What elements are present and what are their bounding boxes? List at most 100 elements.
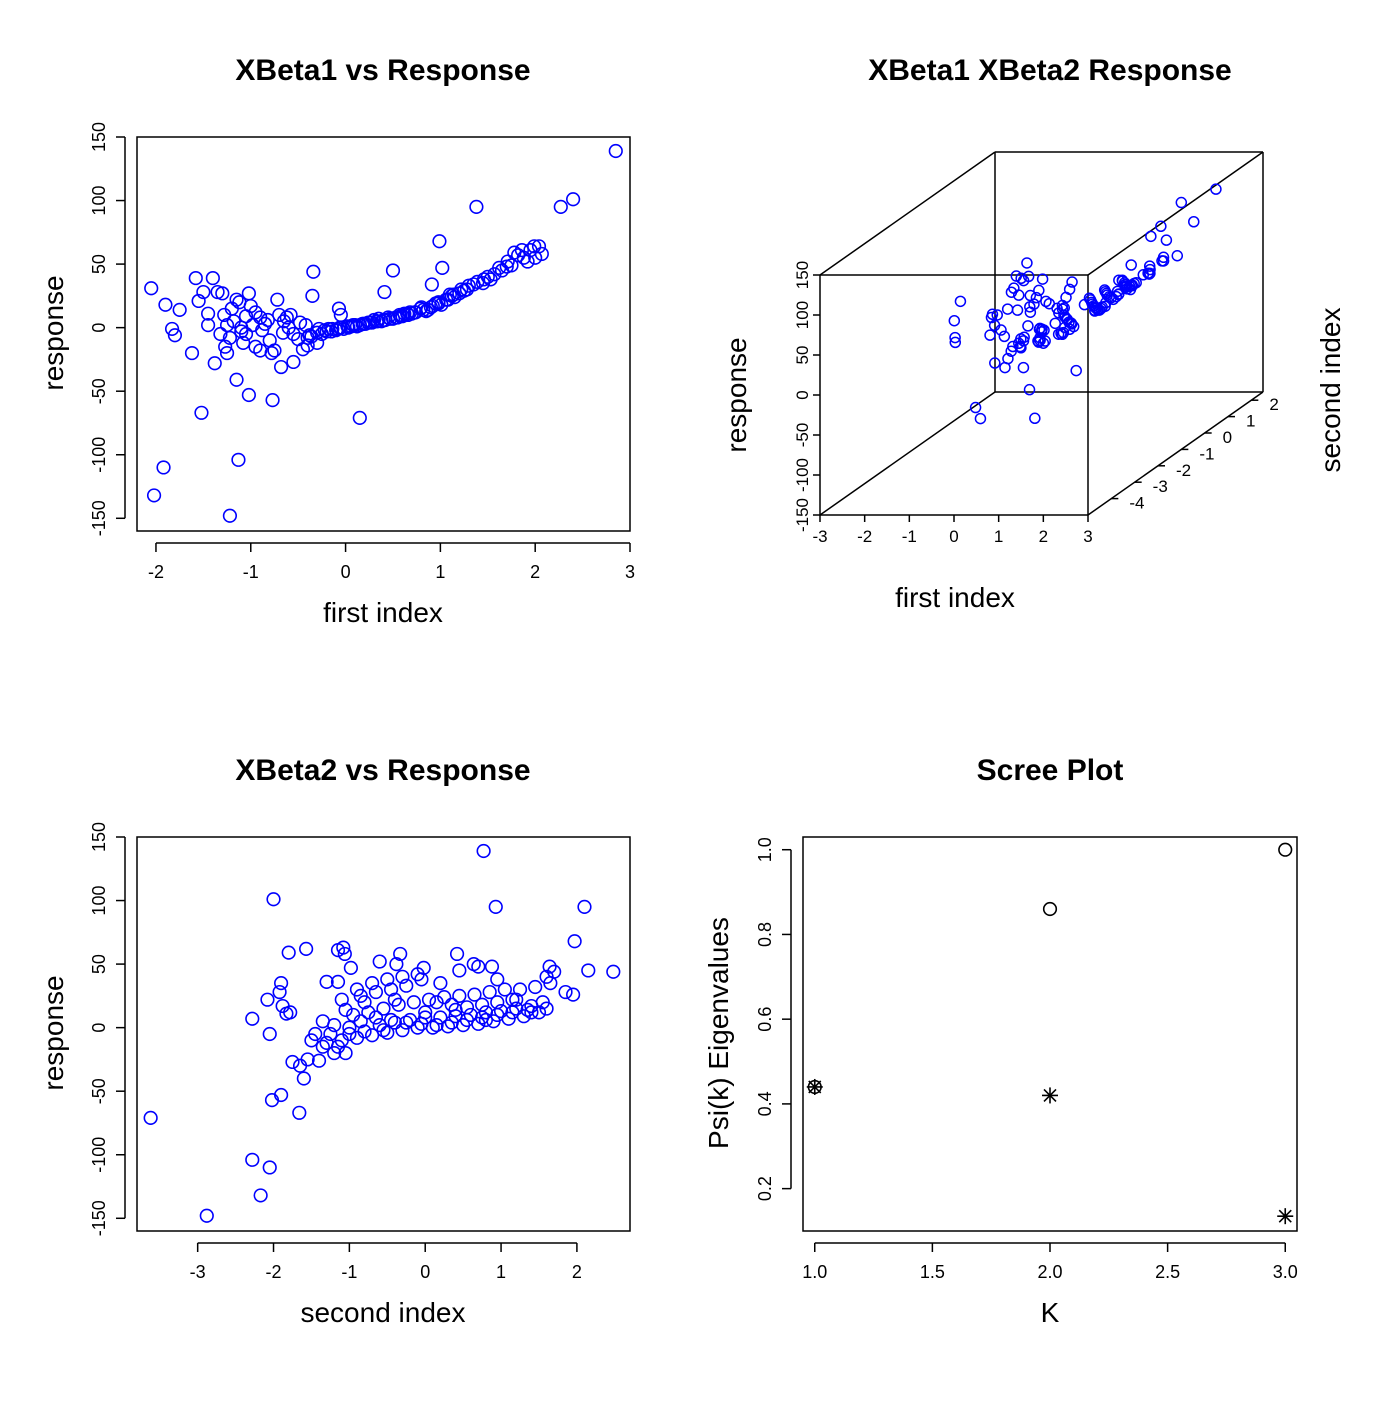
data-point [542, 959, 557, 974]
x-tick-label: -1 [341, 1262, 357, 1282]
data-point [423, 300, 439, 315]
data-point [424, 277, 439, 292]
panel-xbeta2-vs-response: XBeta2 vs Response second index response… [38, 754, 631, 1328]
data-point [283, 1005, 298, 1020]
data-point [448, 1002, 463, 1017]
data-point [482, 984, 497, 1000]
data-point [1098, 284, 1111, 296]
y-axis-label: response [721, 337, 752, 452]
y-tick-label: -150 [89, 1200, 109, 1236]
x-tick-label: 1.0 [802, 1262, 827, 1282]
data-point [241, 387, 256, 403]
y-tick-label: 0.6 [755, 1007, 775, 1032]
y-tick-label: -100 [793, 458, 812, 492]
data-point [291, 331, 306, 347]
data-point [275, 998, 290, 1014]
data-point [1052, 328, 1065, 340]
data-point [344, 319, 359, 334]
data-point [566, 987, 581, 1002]
data-point [365, 1028, 380, 1043]
data-point [213, 326, 228, 342]
data-point [299, 941, 314, 956]
data-point [1049, 317, 1061, 330]
x-tick-label: 3 [1083, 527, 1092, 546]
data-point [311, 1053, 327, 1068]
data-point [497, 982, 512, 997]
data-point [1022, 270, 1035, 283]
data-point [475, 997, 490, 1012]
data-point [1005, 345, 1017, 357]
z-axis-label: second index [1315, 307, 1346, 472]
y-tick-label: 100 [89, 186, 109, 216]
data-point [490, 1007, 505, 1023]
data-point [330, 974, 346, 989]
data-point [406, 995, 421, 1010]
data-point [219, 318, 235, 333]
data-point [414, 300, 429, 315]
data-point [520, 1002, 535, 1017]
data-point [1143, 260, 1156, 272]
data-point [389, 956, 404, 972]
chart-title: XBeta2 vs Response [235, 754, 530, 787]
data-point [376, 1023, 391, 1038]
data-point [1036, 273, 1049, 285]
data-point [1043, 297, 1056, 310]
data-point [222, 508, 238, 523]
data-point [275, 325, 291, 340]
data-point [265, 392, 280, 408]
data-point [456, 283, 472, 298]
data-point [1011, 304, 1024, 316]
data-point [608, 143, 623, 159]
data-point [279, 310, 294, 325]
data-point [164, 321, 180, 337]
y-tick-label: -150 [793, 498, 812, 532]
data-point [330, 1039, 346, 1054]
data-point [238, 309, 254, 324]
data-point [387, 1015, 402, 1030]
x-tick-label: -1 [243, 562, 259, 582]
y-tick-label: 50 [89, 254, 109, 274]
x-tick-label: 1 [496, 1262, 506, 1282]
y-axis-label: Psi(k) Eigenvalues [703, 917, 734, 1149]
data-point [285, 1054, 300, 1070]
data-point [480, 269, 495, 284]
plot-frame [802, 836, 1298, 1232]
data-point [387, 992, 402, 1007]
data-point [452, 988, 467, 1003]
y-tick-label: 100 [793, 301, 812, 329]
data-point [383, 311, 398, 326]
data-point [504, 258, 519, 273]
y-tick-label: 50 [793, 346, 812, 365]
x-tick-label: -3 [812, 527, 827, 546]
data-point [144, 281, 159, 296]
data-point [433, 976, 448, 991]
data-point [509, 992, 524, 1007]
data-point [1084, 294, 1097, 306]
data-point [488, 899, 503, 915]
data-point [376, 1001, 391, 1016]
data-point [1029, 412, 1041, 425]
data-point [509, 1001, 524, 1016]
data-point [234, 324, 249, 339]
x-tick-label: 2.0 [1037, 1262, 1062, 1282]
data-point [381, 310, 396, 325]
data-point [383, 1012, 399, 1028]
data-point [949, 336, 962, 349]
data-point [949, 331, 961, 344]
data-point [229, 292, 244, 307]
data-point [383, 982, 399, 997]
plot-frame [136, 136, 631, 532]
data-point [995, 324, 1007, 336]
x-axis-label: first index [323, 597, 443, 628]
data-point [337, 946, 352, 962]
data-point [435, 260, 450, 276]
data-point [210, 284, 225, 300]
data-point [969, 401, 982, 414]
data-point [991, 309, 1003, 321]
data-point [984, 329, 996, 341]
asterisk-stroke [1043, 1088, 1057, 1102]
data-point [306, 264, 321, 279]
data-point [442, 287, 457, 302]
data-point [245, 1011, 260, 1026]
data-point [440, 1019, 456, 1034]
